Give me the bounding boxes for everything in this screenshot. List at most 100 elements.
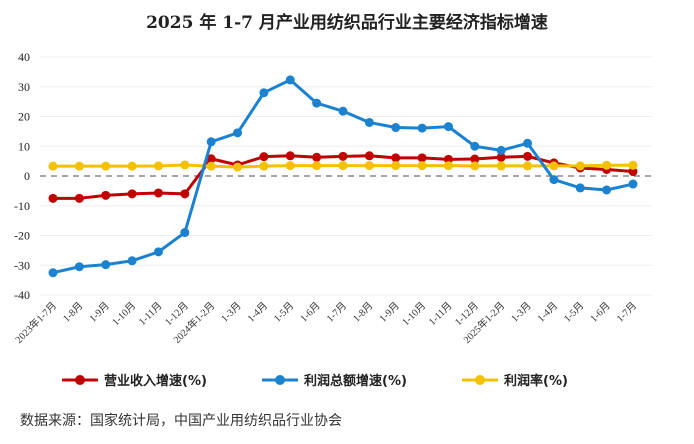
legend-item: 利润率(%): [462, 373, 568, 389]
data-point: [101, 161, 111, 171]
data-point: [285, 75, 295, 85]
data-point: [628, 160, 638, 170]
data-point: [127, 189, 137, 199]
data-point: [285, 151, 295, 161]
data-point: [602, 185, 612, 195]
y-tick-label: 0: [24, 169, 30, 183]
data-point: [549, 161, 559, 171]
data-point: [364, 161, 374, 171]
x-tick-label: 1-11月: [426, 300, 454, 328]
data-point: [312, 161, 322, 171]
source-note: 数据来源：国家统计局，中国产业用纺织品行业协会: [20, 413, 342, 429]
data-point: [206, 154, 216, 164]
data-point: [575, 183, 585, 193]
data-point: [259, 152, 269, 162]
x-tick-label: 1-7月: [614, 300, 639, 325]
legend-item: 利润总额增速(%): [262, 373, 407, 389]
data-point: [259, 161, 269, 171]
legend-item: 营业收入增速(%): [62, 373, 207, 389]
data-point: [233, 128, 243, 138]
data-point: [48, 161, 58, 171]
data-point: [259, 88, 269, 98]
data-point: [470, 154, 480, 164]
data-point: [523, 151, 533, 161]
data-point: [443, 122, 453, 132]
x-tick-label: 1-4月: [245, 300, 270, 325]
legend-marker: [475, 375, 485, 385]
x-tick-label: 1-4月: [535, 300, 560, 325]
data-point: [417, 123, 427, 133]
data-point: [443, 154, 453, 164]
data-point: [312, 98, 322, 108]
data-point: [391, 153, 401, 163]
data-point: [285, 161, 295, 171]
x-tick-label: 1-3月: [509, 300, 534, 325]
data-point: [417, 153, 427, 163]
data-point: [127, 256, 137, 266]
y-tick-label: 40: [18, 50, 30, 64]
data-point: [391, 123, 401, 133]
data-point: [206, 161, 216, 171]
data-point: [206, 137, 216, 147]
data-point: [470, 141, 480, 151]
data-point: [74, 262, 84, 272]
data-point: [153, 161, 163, 171]
x-tick-label: 1-8月: [60, 300, 85, 325]
x-tick-label: 1-9月: [377, 300, 402, 325]
legend-label: 利润总额增速(%): [304, 373, 407, 389]
data-point: [127, 161, 137, 171]
data-point: [443, 161, 453, 171]
x-tick-label: 1-7月: [324, 300, 349, 325]
data-point: [602, 160, 612, 170]
data-point: [153, 247, 163, 257]
data-point: [338, 151, 348, 161]
data-point: [417, 161, 427, 171]
x-tick-label: 1-5月: [561, 300, 586, 325]
data-point: [391, 161, 401, 171]
x-tick-label: 1-3月: [219, 300, 244, 325]
data-point: [312, 152, 322, 162]
data-point: [364, 117, 374, 127]
data-point: [180, 228, 190, 238]
data-point: [470, 161, 480, 171]
y-tick-label: -20: [14, 229, 30, 243]
data-point: [48, 268, 58, 278]
data-point: [338, 106, 348, 116]
data-point: [575, 161, 585, 171]
x-tick-label: 1-6月: [588, 300, 613, 325]
legend-marker: [75, 375, 85, 385]
data-point: [180, 189, 190, 199]
legend-label: 营业收入增速(%): [104, 373, 207, 389]
data-point: [496, 161, 506, 171]
x-tick-label: 1-5月: [271, 300, 296, 325]
data-point: [364, 151, 374, 161]
x-tick-label: 1-8月: [350, 300, 375, 325]
data-point: [338, 161, 348, 171]
data-point: [523, 161, 533, 171]
legend-label: 利润率(%): [504, 373, 568, 389]
data-point: [101, 190, 111, 200]
y-tick-label: -10: [14, 199, 30, 213]
x-tick-label: 1-6月: [298, 300, 323, 325]
x-tick-label: 1-9月: [87, 300, 112, 325]
y-tick-label: 30: [18, 80, 30, 94]
data-point: [628, 179, 638, 189]
data-point: [153, 188, 163, 198]
y-tick-label: 10: [18, 139, 30, 153]
y-tick-label: 20: [18, 110, 30, 124]
x-tick-label: 2023年1-7月: [12, 299, 59, 346]
x-tick-label: 1-11月: [136, 300, 164, 328]
legend-marker: [275, 375, 285, 385]
x-tick-label: 1-10月: [110, 300, 139, 329]
data-point: [523, 138, 533, 148]
data-point: [496, 145, 506, 155]
data-point: [496, 152, 506, 162]
data-point: [233, 162, 243, 172]
y-tick-label: -30: [14, 258, 30, 272]
chart-title: 2025 年 1-7 月产业用纺织品行业主要经济指标增速: [146, 13, 548, 33]
data-point: [74, 161, 84, 171]
data-point: [48, 193, 58, 203]
y-tick-label: -40: [14, 288, 30, 302]
